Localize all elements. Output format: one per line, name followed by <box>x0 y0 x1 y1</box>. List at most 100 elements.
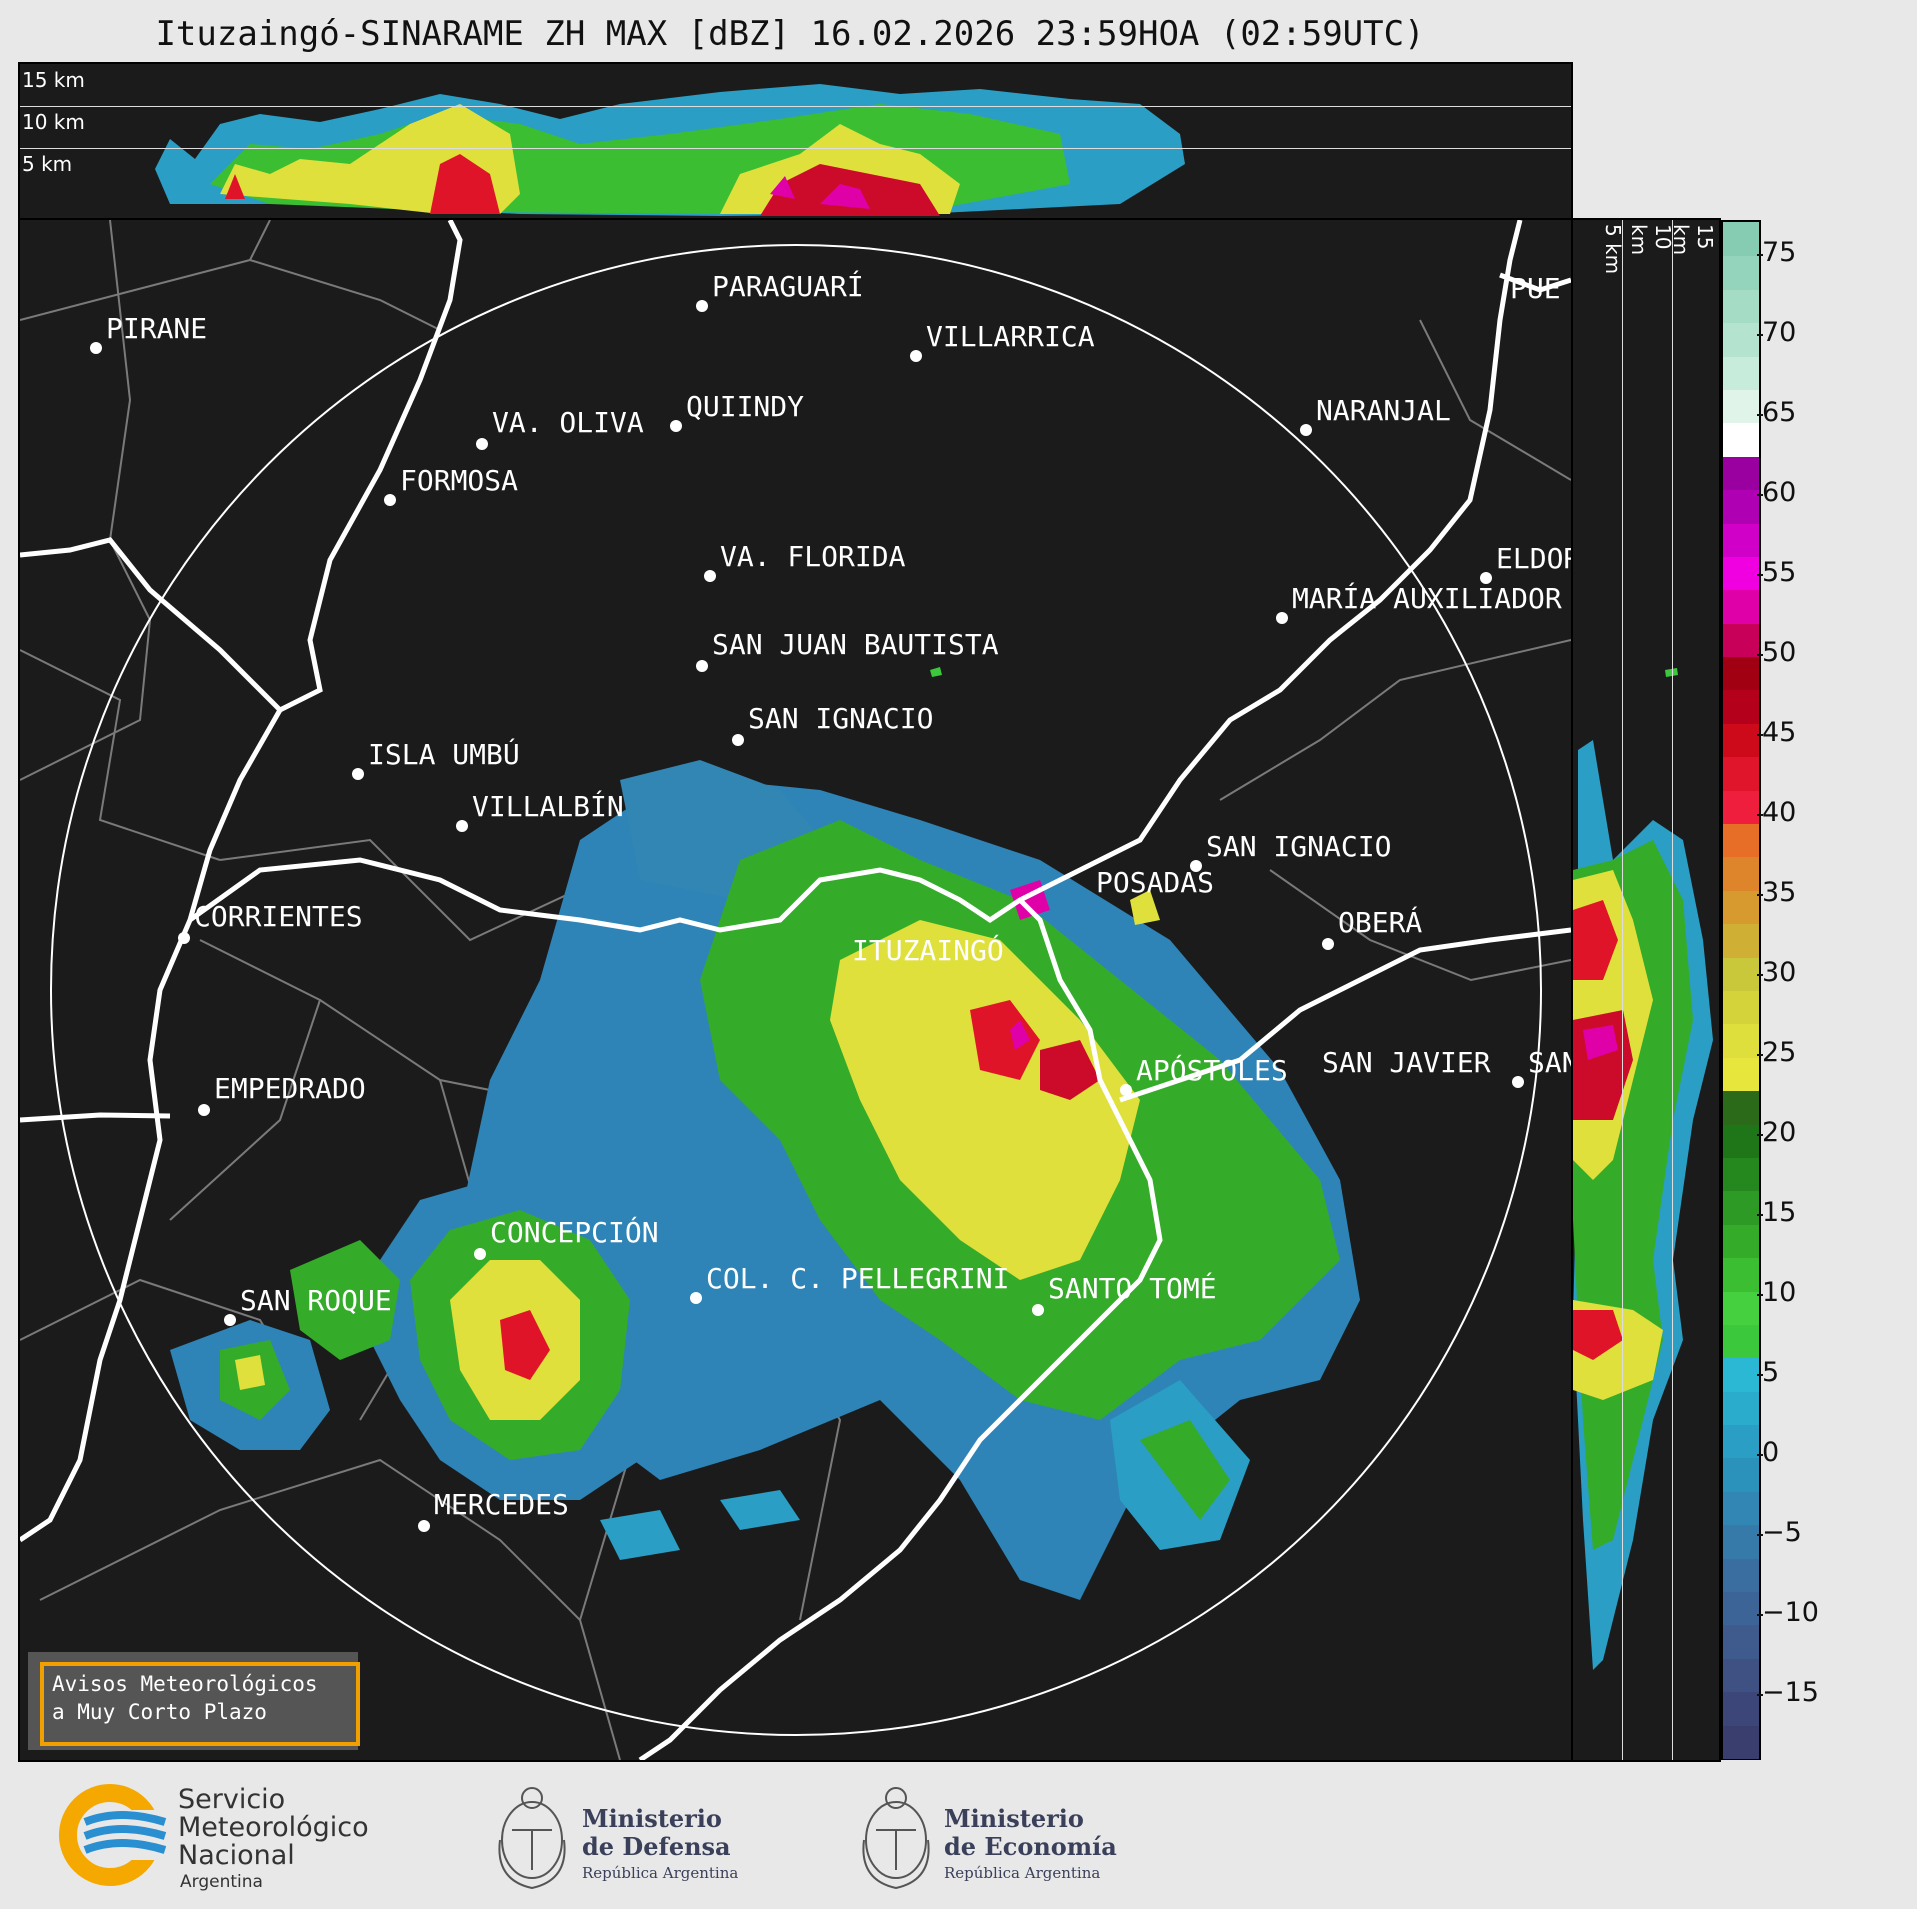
city-marker <box>1032 1304 1044 1316</box>
city-label: SAN ROQUE <box>240 1284 392 1317</box>
colorbar-tick-mark <box>1757 1694 1763 1696</box>
colorbar-swatch <box>1723 288 1759 324</box>
coat-of-arms-icon <box>498 1787 566 1890</box>
colorbar-swatch <box>1723 1557 1759 1593</box>
colorbar-tick-label: 75 <box>1762 237 1797 268</box>
city-label: MARÍA AUXILIADOR <box>1292 582 1562 615</box>
colorbar-tick-mark <box>1757 414 1763 416</box>
city-marker <box>352 768 364 780</box>
colorbar-swatch <box>1723 422 1759 457</box>
radar-range-circle <box>50 244 1542 1736</box>
colorbar-swatch <box>1723 1223 1759 1259</box>
colorbar-tick-mark <box>1757 974 1763 976</box>
reflectivity-colorbar <box>1721 220 1761 1760</box>
colorbar-swatch <box>1723 1624 1759 1659</box>
colorbar-tick-label: 65 <box>1762 397 1797 428</box>
colorbar-swatch <box>1723 1490 1759 1526</box>
city-marker <box>1190 860 1202 872</box>
colorbar-tick-mark <box>1757 1454 1763 1456</box>
economia-logo-text-2: de Economía <box>944 1832 1117 1861</box>
city-marker <box>670 420 682 432</box>
height-label-5km: 5 km <box>22 152 73 176</box>
colorbar-tick-mark <box>1757 814 1763 816</box>
city-label: EMPEDRADO <box>214 1072 366 1105</box>
colorbar-swatch <box>1723 923 1759 958</box>
colorbar-swatch <box>1723 656 1759 691</box>
colorbar-swatch <box>1723 1023 1759 1058</box>
colorbar-tick-label: −10 <box>1762 1597 1819 1628</box>
colorbar-tick-label: 5 <box>1762 1357 1780 1388</box>
city-label: SAN JUAN BAUTISTA <box>712 628 999 661</box>
city-label: VILLARRICA <box>926 320 1095 353</box>
notice-line-1: Avisos Meteorológicos <box>52 1672 318 1696</box>
colorbar-tick-mark <box>1757 894 1763 896</box>
colorbar-tick-mark <box>1757 1294 1763 1296</box>
colorbar-swatch <box>1723 1457 1759 1492</box>
side-vertical-profile-panel: 5 km 10 km 15 km <box>1571 218 1721 1762</box>
colorbar-tick-mark <box>1757 1614 1763 1616</box>
colorbar-tick-mark <box>1757 734 1763 736</box>
city-label: SAN IGNACIO <box>748 702 934 735</box>
colorbar-swatch <box>1723 622 1759 658</box>
city-label: VILLALBÍN <box>472 790 624 823</box>
city-label: VA. OLIVA <box>492 406 644 439</box>
colorbar-swatch <box>1723 255 1759 290</box>
radar-map-panel[interactable]: PIRANE PARAGUARÍ VILLARRICA VA. OLIVA QU… <box>18 218 1573 1762</box>
city-marker <box>1480 572 1492 584</box>
city-label: SAN JAVIER <box>1322 1046 1491 1079</box>
map-title: Ituzaingó-SINARAME ZH MAX [dBZ] 16.02.20… <box>155 14 1425 54</box>
colorbar-swatch <box>1723 1591 1759 1626</box>
colorbar-tick-label: 25 <box>1762 1037 1797 1068</box>
city-label: QUIINDY <box>686 390 805 423</box>
city-label: PIRANE <box>106 312 208 345</box>
city-marker <box>1512 1076 1524 1088</box>
city-marker <box>696 660 708 672</box>
colorbar-swatch <box>1723 990 1759 1025</box>
city-marker <box>224 1314 236 1326</box>
rivers-and-borders <box>20 220 1571 1760</box>
colorbar-swatch <box>1723 889 1759 925</box>
footer-logo-graphics <box>59 1784 930 1890</box>
side-height-label-10km: 10 km <box>1627 224 1675 256</box>
city-marker <box>1300 424 1312 436</box>
colorbar-swatch <box>1723 489 1759 524</box>
colorbar-swatch <box>1723 789 1759 825</box>
city-marker <box>696 300 708 312</box>
colorbar-tick-label: 0 <box>1762 1437 1780 1468</box>
smn-logo-text-4: Argentina <box>180 1872 263 1892</box>
side-height-label-5km: 5 km <box>1601 224 1625 275</box>
city-label: CONCEPCIÓN <box>490 1216 659 1249</box>
defensa-logo-sub: República Argentina <box>582 1864 739 1882</box>
colorbar-swatch <box>1723 1190 1759 1225</box>
warning-notice-frame[interactable]: Avisos Meteorológicos a Muy Corto Plazo <box>40 1662 360 1746</box>
colorbar-swatch <box>1723 1123 1759 1158</box>
colorbar-swatch <box>1723 1257 1759 1292</box>
side-profile-echoes <box>1573 668 1713 1670</box>
top-profile-echoes <box>155 84 1185 216</box>
coat-of-arms-icon <box>862 1787 930 1890</box>
city-marker <box>178 932 190 944</box>
city-marker <box>384 494 396 506</box>
economia-logo-text-1: Ministerio <box>944 1804 1084 1833</box>
colorbar-swatch <box>1723 1724 1759 1759</box>
colorbar-swatch <box>1723 1290 1759 1325</box>
city-label-posadas: POSADAS <box>1096 866 1215 899</box>
colorbar-swatch <box>1723 1357 1759 1392</box>
colorbar-swatch <box>1723 856 1759 891</box>
smn-logo-text-1: Servicio <box>178 1784 286 1815</box>
defensa-logo-text-2: de Defensa <box>582 1832 731 1861</box>
smn-logo-icon <box>59 1784 170 1886</box>
city-label: OBERÁ <box>1338 906 1423 939</box>
colorbar-tick-mark <box>1757 494 1763 496</box>
height-label-15km: 15 km <box>22 68 85 92</box>
city-marker <box>1322 938 1334 950</box>
warning-notice-box[interactable]: Avisos Meteorológicos a Muy Corto Plazo <box>28 1652 360 1750</box>
smn-logo-text-2: Meteorológico <box>178 1812 369 1843</box>
city-marker <box>418 1520 430 1532</box>
colorbar-tick-label: 70 <box>1762 317 1797 348</box>
smn-logo-text-3: Nacional <box>178 1840 295 1871</box>
colorbar-swatch <box>1723 589 1759 624</box>
colorbar-tick-label: 40 <box>1762 797 1797 828</box>
city-label: ELDOR <box>1496 542 1573 575</box>
city-marker <box>456 820 468 832</box>
